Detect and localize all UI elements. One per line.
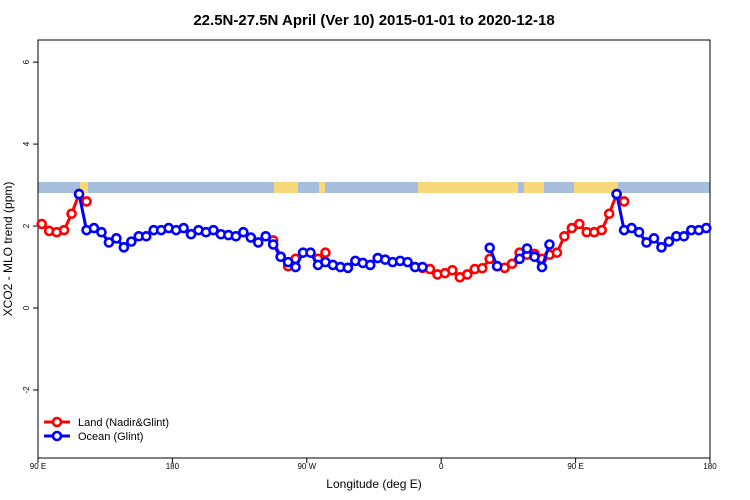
point bbox=[484, 242, 496, 254]
point bbox=[476, 262, 488, 274]
x-tick-label: 180 bbox=[166, 462, 180, 471]
point bbox=[275, 251, 286, 263]
legend-marker bbox=[51, 416, 63, 428]
point bbox=[320, 247, 331, 258]
y-tick-label: 0 bbox=[22, 305, 31, 310]
point bbox=[364, 259, 376, 271]
point bbox=[678, 230, 690, 242]
point bbox=[633, 226, 645, 238]
point bbox=[185, 228, 197, 240]
plot-frame bbox=[37, 39, 711, 459]
point bbox=[305, 247, 316, 258]
point bbox=[618, 196, 630, 207]
point bbox=[663, 236, 675, 247]
point bbox=[58, 224, 70, 236]
point bbox=[208, 224, 219, 236]
point bbox=[103, 237, 115, 248]
point bbox=[260, 230, 272, 242]
point bbox=[491, 260, 503, 272]
point bbox=[529, 251, 540, 263]
point bbox=[559, 230, 570, 242]
point bbox=[648, 233, 660, 244]
point bbox=[447, 265, 458, 276]
point bbox=[417, 261, 428, 273]
point bbox=[506, 258, 518, 270]
point bbox=[574, 218, 585, 230]
point bbox=[111, 233, 122, 244]
x-tick-label: 90 E bbox=[30, 462, 46, 471]
point bbox=[126, 236, 137, 247]
point bbox=[402, 256, 413, 268]
point bbox=[73, 188, 85, 200]
point bbox=[514, 253, 525, 265]
point bbox=[36, 218, 48, 230]
point bbox=[462, 269, 473, 280]
legend-item: Ocean (Glint) bbox=[44, 430, 143, 443]
x-tick-label: 90 E bbox=[567, 462, 583, 471]
point bbox=[656, 242, 667, 253]
point bbox=[290, 261, 301, 273]
y-tick-label: 6 bbox=[22, 59, 31, 64]
point bbox=[626, 222, 637, 234]
point bbox=[566, 222, 578, 234]
chart-title: 22.5N-27.5N April (Ver 10) 2015-01-01 to… bbox=[193, 12, 554, 29]
point bbox=[342, 262, 354, 274]
point bbox=[282, 256, 294, 268]
legend-label: Ocean (Glint) bbox=[78, 431, 143, 443]
point bbox=[603, 208, 615, 220]
y-tick-label: -2 bbox=[22, 386, 31, 394]
point bbox=[596, 224, 608, 236]
point bbox=[88, 222, 100, 234]
map-strip bbox=[38, 182, 710, 193]
y-axis-label: XCO2 - MLO trend (ppm) bbox=[1, 182, 15, 317]
point bbox=[521, 243, 533, 254]
y-tick-label: 2 bbox=[22, 223, 31, 228]
point bbox=[641, 237, 652, 248]
point bbox=[252, 237, 264, 248]
point bbox=[66, 208, 77, 220]
point bbox=[118, 242, 130, 253]
legend-label: Land (Nadir&Glint) bbox=[78, 417, 169, 429]
x-tick-label: 180 bbox=[703, 462, 717, 471]
point bbox=[267, 239, 279, 250]
legend-marker bbox=[51, 430, 63, 442]
x-tick-label: 90 W bbox=[297, 462, 316, 471]
point bbox=[238, 226, 249, 238]
point bbox=[611, 188, 622, 200]
y-tick-label: 4 bbox=[22, 141, 31, 146]
point bbox=[178, 222, 189, 234]
x-tick-label: 0 bbox=[439, 462, 444, 471]
point bbox=[230, 230, 242, 242]
point bbox=[536, 261, 548, 273]
point bbox=[551, 247, 563, 258]
point bbox=[700, 222, 712, 234]
point bbox=[96, 226, 107, 238]
legend-item: Land (Nadir&Glint) bbox=[44, 416, 169, 429]
point bbox=[140, 230, 152, 242]
point bbox=[544, 239, 555, 250]
x-axis-label: Longitude (deg E) bbox=[326, 477, 421, 491]
point bbox=[245, 232, 257, 243]
series bbox=[73, 188, 712, 274]
point bbox=[81, 196, 92, 207]
